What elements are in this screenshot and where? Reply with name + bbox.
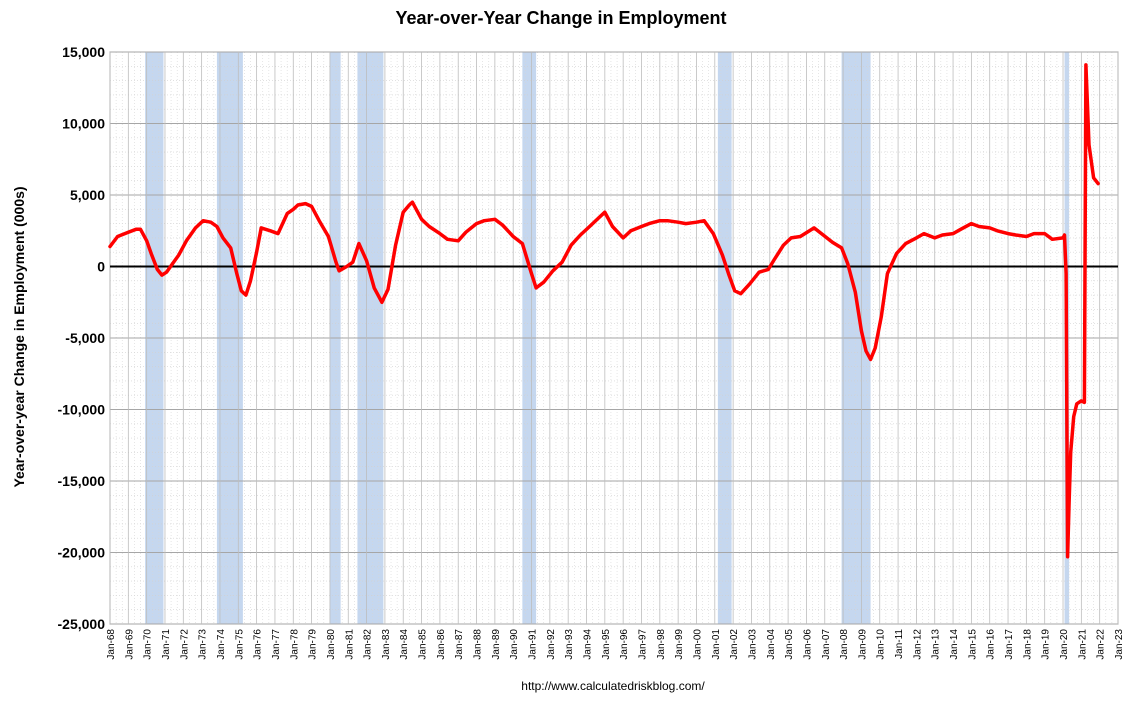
- x-tick-label: Jan-92: [546, 629, 557, 660]
- x-tick-label: Jan-97: [638, 629, 649, 660]
- y-axis-tick-labels: 15,000 10,000 5,000 0 -5,000 -10,000 -15,000 -2…: [58, 44, 106, 632]
- x-tick-label: Jan-08: [839, 629, 850, 660]
- x-tick-label: Jan-22: [1096, 629, 1107, 660]
- x-tick-label: Jan-72: [179, 629, 190, 660]
- x-tick-label: Jan-99: [674, 629, 685, 660]
- x-tick-label: Jan-07: [821, 629, 832, 660]
- source-url: http://www.calculatedriskblog.com/: [521, 679, 705, 693]
- x-tick-label: Jan-79: [308, 629, 319, 660]
- x-tick-label: Jan-14: [949, 629, 960, 660]
- x-tick-label: Jan-23: [1114, 629, 1125, 660]
- x-tick-label: Jan-68: [106, 629, 117, 660]
- major-gridlines: [109, 51, 1119, 625]
- y-axis-label: Year-over-year Change in Employment (000…: [11, 186, 27, 487]
- x-tick-label: Jan-17: [1004, 629, 1015, 660]
- y-tick-label: -10,000: [58, 402, 106, 418]
- y-tick-label: 15,000: [62, 44, 105, 60]
- x-tick-label: Jan-02: [729, 629, 740, 660]
- x-axis-tick-labels: Jan-68 Jan-69 Jan-70 Jan-71 Jan-72 Jan-73 Jan-…: [106, 629, 1125, 660]
- x-tick-label: Jan-06: [802, 629, 813, 660]
- x-tick-label: Jan-69: [124, 629, 135, 660]
- x-tick-label: Jan-74: [216, 629, 227, 660]
- x-tick-label: Jan-93: [564, 629, 575, 660]
- x-tick-label: Jan-88: [473, 629, 484, 660]
- x-tick-label: Jan-10: [876, 629, 887, 660]
- x-tick-label: Jan-91: [528, 629, 539, 660]
- x-tick-label: Jan-00: [693, 629, 704, 660]
- x-tick-label: Jan-89: [491, 629, 502, 660]
- x-tick-label: Jan-84: [399, 629, 410, 660]
- x-tick-label: Jan-11: [894, 629, 905, 659]
- x-tick-label: Jan-77: [271, 629, 282, 660]
- x-tick-label: Jan-18: [1022, 629, 1033, 660]
- y-tick-label: -15,000: [58, 473, 106, 489]
- x-tick-label: Jan-71: [161, 629, 172, 660]
- x-tick-label: Jan-16: [986, 629, 997, 660]
- x-tick-label: Jan-20: [1059, 629, 1070, 660]
- x-tick-label: Jan-01: [711, 629, 722, 660]
- x-tick-label: Jan-90: [509, 629, 520, 660]
- x-tick-label: Jan-19: [1041, 629, 1052, 660]
- y-tick-label: 0: [97, 259, 105, 275]
- x-tick-label: Jan-21: [1077, 629, 1088, 660]
- x-tick-label: Jan-76: [253, 629, 264, 660]
- x-tick-label: Jan-13: [931, 629, 942, 660]
- x-tick-label: Jan-80: [326, 629, 337, 660]
- x-tick-label: Jan-87: [454, 629, 465, 660]
- x-tick-label: Jan-15: [967, 629, 978, 660]
- x-tick-label: Jan-95: [601, 629, 612, 660]
- x-tick-label: Jan-82: [363, 629, 374, 660]
- x-tick-label: Jan-12: [912, 629, 923, 660]
- x-tick-label: Jan-94: [583, 629, 594, 660]
- series-employment-change: [108, 63, 1100, 559]
- y-tick-label: -20,000: [58, 545, 106, 561]
- x-tick-label: Jan-04: [766, 629, 777, 660]
- x-tick-label: Jan-03: [748, 629, 759, 660]
- y-tick-label: -5,000: [65, 330, 105, 346]
- x-tick-label: Jan-73: [198, 629, 209, 660]
- x-tick-label: Jan-86: [436, 629, 447, 660]
- x-tick-label: Jan-81: [344, 629, 355, 660]
- x-tick-label: Jan-75: [234, 629, 245, 660]
- series-line: [108, 63, 1100, 559]
- x-tick-label: Jan-83: [381, 629, 392, 660]
- y-tick-label: 10,000: [62, 116, 105, 132]
- x-tick-label: Jan-98: [656, 629, 667, 660]
- x-tick-label: Jan-78: [289, 629, 300, 660]
- x-tick-label: Jan-70: [143, 629, 154, 660]
- chart-title: Year-over-Year Change in Employment: [395, 8, 726, 28]
- x-tick-label: Jan-96: [619, 629, 630, 660]
- y-tick-label: 5,000: [70, 187, 105, 203]
- y-tick-label: -25,000: [58, 616, 106, 632]
- x-tick-label: Jan-09: [857, 629, 868, 660]
- x-tick-label: Jan-05: [784, 629, 795, 660]
- x-tick-label: Jan-85: [418, 629, 429, 660]
